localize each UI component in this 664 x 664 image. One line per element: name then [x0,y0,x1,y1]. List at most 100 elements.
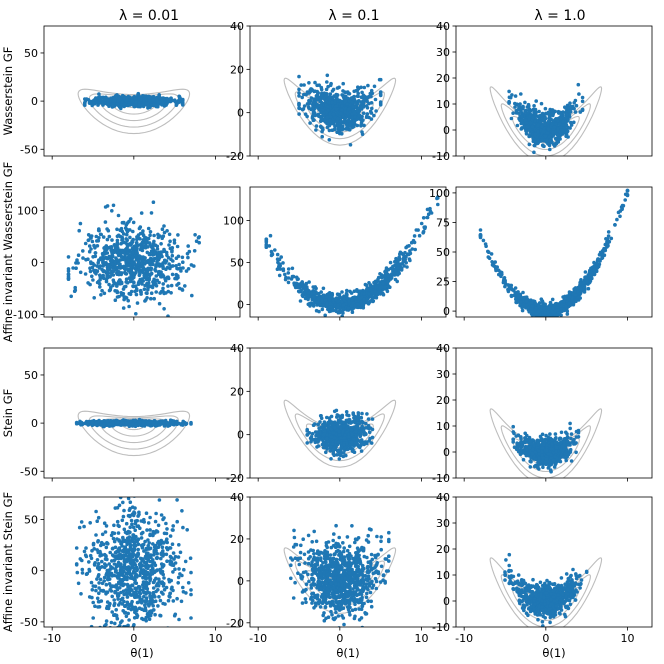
data-point [169,291,173,295]
data-point [326,108,330,112]
data-point [112,250,117,254]
data-point [580,99,585,104]
data-point [86,233,91,237]
data-point [134,268,139,272]
data-point [169,283,174,288]
density-contour [77,410,191,457]
data-point [167,262,171,266]
data-point [75,258,79,262]
data-point [596,258,601,263]
data-point [571,301,576,305]
data-point [154,274,159,278]
data-point [110,238,114,242]
data-point [174,103,179,107]
data-point [372,84,377,89]
data-point [124,277,129,282]
data-point [338,131,342,136]
data-point [102,291,107,296]
data-point [132,273,136,278]
data-point [365,297,369,302]
data-point [314,128,318,132]
data-point [531,115,535,119]
data-point [160,254,164,259]
data-point [518,102,522,106]
data-point [186,255,190,260]
data-point [312,111,317,115]
data-point [565,312,570,316]
data-point [369,287,373,292]
data-point [328,114,333,119]
data-point [365,300,370,305]
data-point [519,121,523,126]
data-point [524,299,529,304]
data-point [568,104,573,109]
data-point [78,270,83,275]
data-point [118,228,122,232]
data-point [101,264,105,268]
data-point [568,101,572,105]
data-point [167,232,172,237]
data-point [154,284,159,288]
data-point [582,290,587,294]
data-point [125,97,129,102]
data-point [96,103,100,107]
data-point [145,281,149,286]
data-point [157,269,161,274]
data-point [87,244,92,248]
plot-area [264,195,440,317]
data-point [277,273,282,278]
data-point [99,293,103,297]
data-point [527,142,532,147]
data-point [298,299,303,303]
data-point [552,125,557,129]
data-point [555,133,560,137]
data-point [366,83,370,88]
data-point [96,239,101,243]
data-point [354,297,358,301]
data-point [283,272,287,277]
data-point [327,138,332,142]
data-point [171,98,175,103]
data-point [525,303,529,307]
data-point [340,104,344,108]
data-point [349,96,354,100]
data-point [103,205,108,209]
data-point [359,105,363,110]
data-point [152,103,157,107]
data-point [355,305,360,310]
data-point [180,255,185,260]
data-point [115,227,119,232]
data-point [86,281,90,285]
data-point [197,240,201,245]
data-point [412,234,417,238]
data-point [538,319,542,323]
data-point [337,306,342,311]
data-point [297,87,301,92]
data-point [340,108,344,112]
data-point [331,298,335,302]
data-point [623,198,627,202]
data-point [580,95,585,100]
data-point [383,277,387,282]
data-point [315,103,320,107]
data-point [579,286,583,291]
y-tick-label: 0 [443,305,450,318]
data-point [135,288,139,293]
data-point [137,254,142,258]
data-point [77,228,81,233]
data-point [105,247,109,252]
data-point [577,92,581,96]
data-point [550,140,554,144]
data-point [144,260,148,265]
data-point [300,107,305,112]
data-point [137,226,142,231]
data-point [567,295,572,299]
data-point [184,269,189,273]
data-point [83,272,88,276]
data-point [355,302,360,306]
data-point [176,275,180,280]
data-point [337,299,342,303]
data-point [350,310,355,315]
data-point [552,144,557,148]
